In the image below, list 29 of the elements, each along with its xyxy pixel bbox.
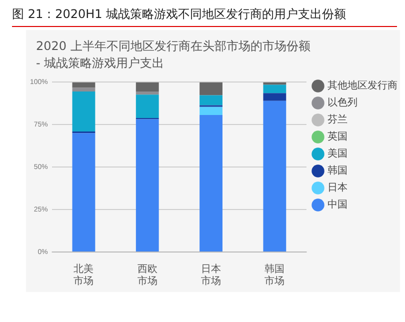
bar bbox=[200, 106, 222, 115]
bar bbox=[200, 95, 222, 106]
x-tick-label: 日本市场 bbox=[201, 262, 222, 287]
bar bbox=[136, 92, 159, 95]
legend-label: 芬兰 bbox=[328, 114, 348, 126]
legend-label: 韩国 bbox=[328, 164, 348, 177]
bar bbox=[200, 114, 222, 252]
chart-title: 图 21：2020H1 城战策略游戏不同地区发行商的用户支出份额 bbox=[12, 6, 397, 27]
bar bbox=[136, 119, 159, 252]
bar bbox=[72, 82, 96, 88]
chart-subtitle: 2020 上半年不同地区发行商在头部市场的市场份额 - 城战策略游戏用户支出 bbox=[35, 38, 312, 72]
legend-label: 以色列 bbox=[328, 96, 358, 109]
legend-label: 日本 bbox=[328, 182, 348, 194]
legend-label: 其他地区发行商 bbox=[328, 80, 398, 92]
x-tick-label: 西欧市场 bbox=[137, 264, 158, 287]
bar bbox=[72, 133, 96, 252]
bar bbox=[263, 93, 286, 101]
bar bbox=[72, 92, 96, 132]
bar bbox=[200, 82, 222, 96]
legend-label: 中国 bbox=[328, 198, 348, 211]
bar bbox=[72, 88, 96, 92]
bar bbox=[263, 100, 286, 252]
bar bbox=[136, 94, 159, 118]
bar bbox=[263, 84, 286, 94]
x-tick-label: 北美市场 bbox=[74, 262, 94, 287]
legend-label: 英国 bbox=[328, 130, 348, 143]
x-tick-label: 韩国市场 bbox=[264, 262, 285, 287]
bar bbox=[136, 82, 159, 92]
legend-label: 美国 bbox=[328, 148, 348, 160]
